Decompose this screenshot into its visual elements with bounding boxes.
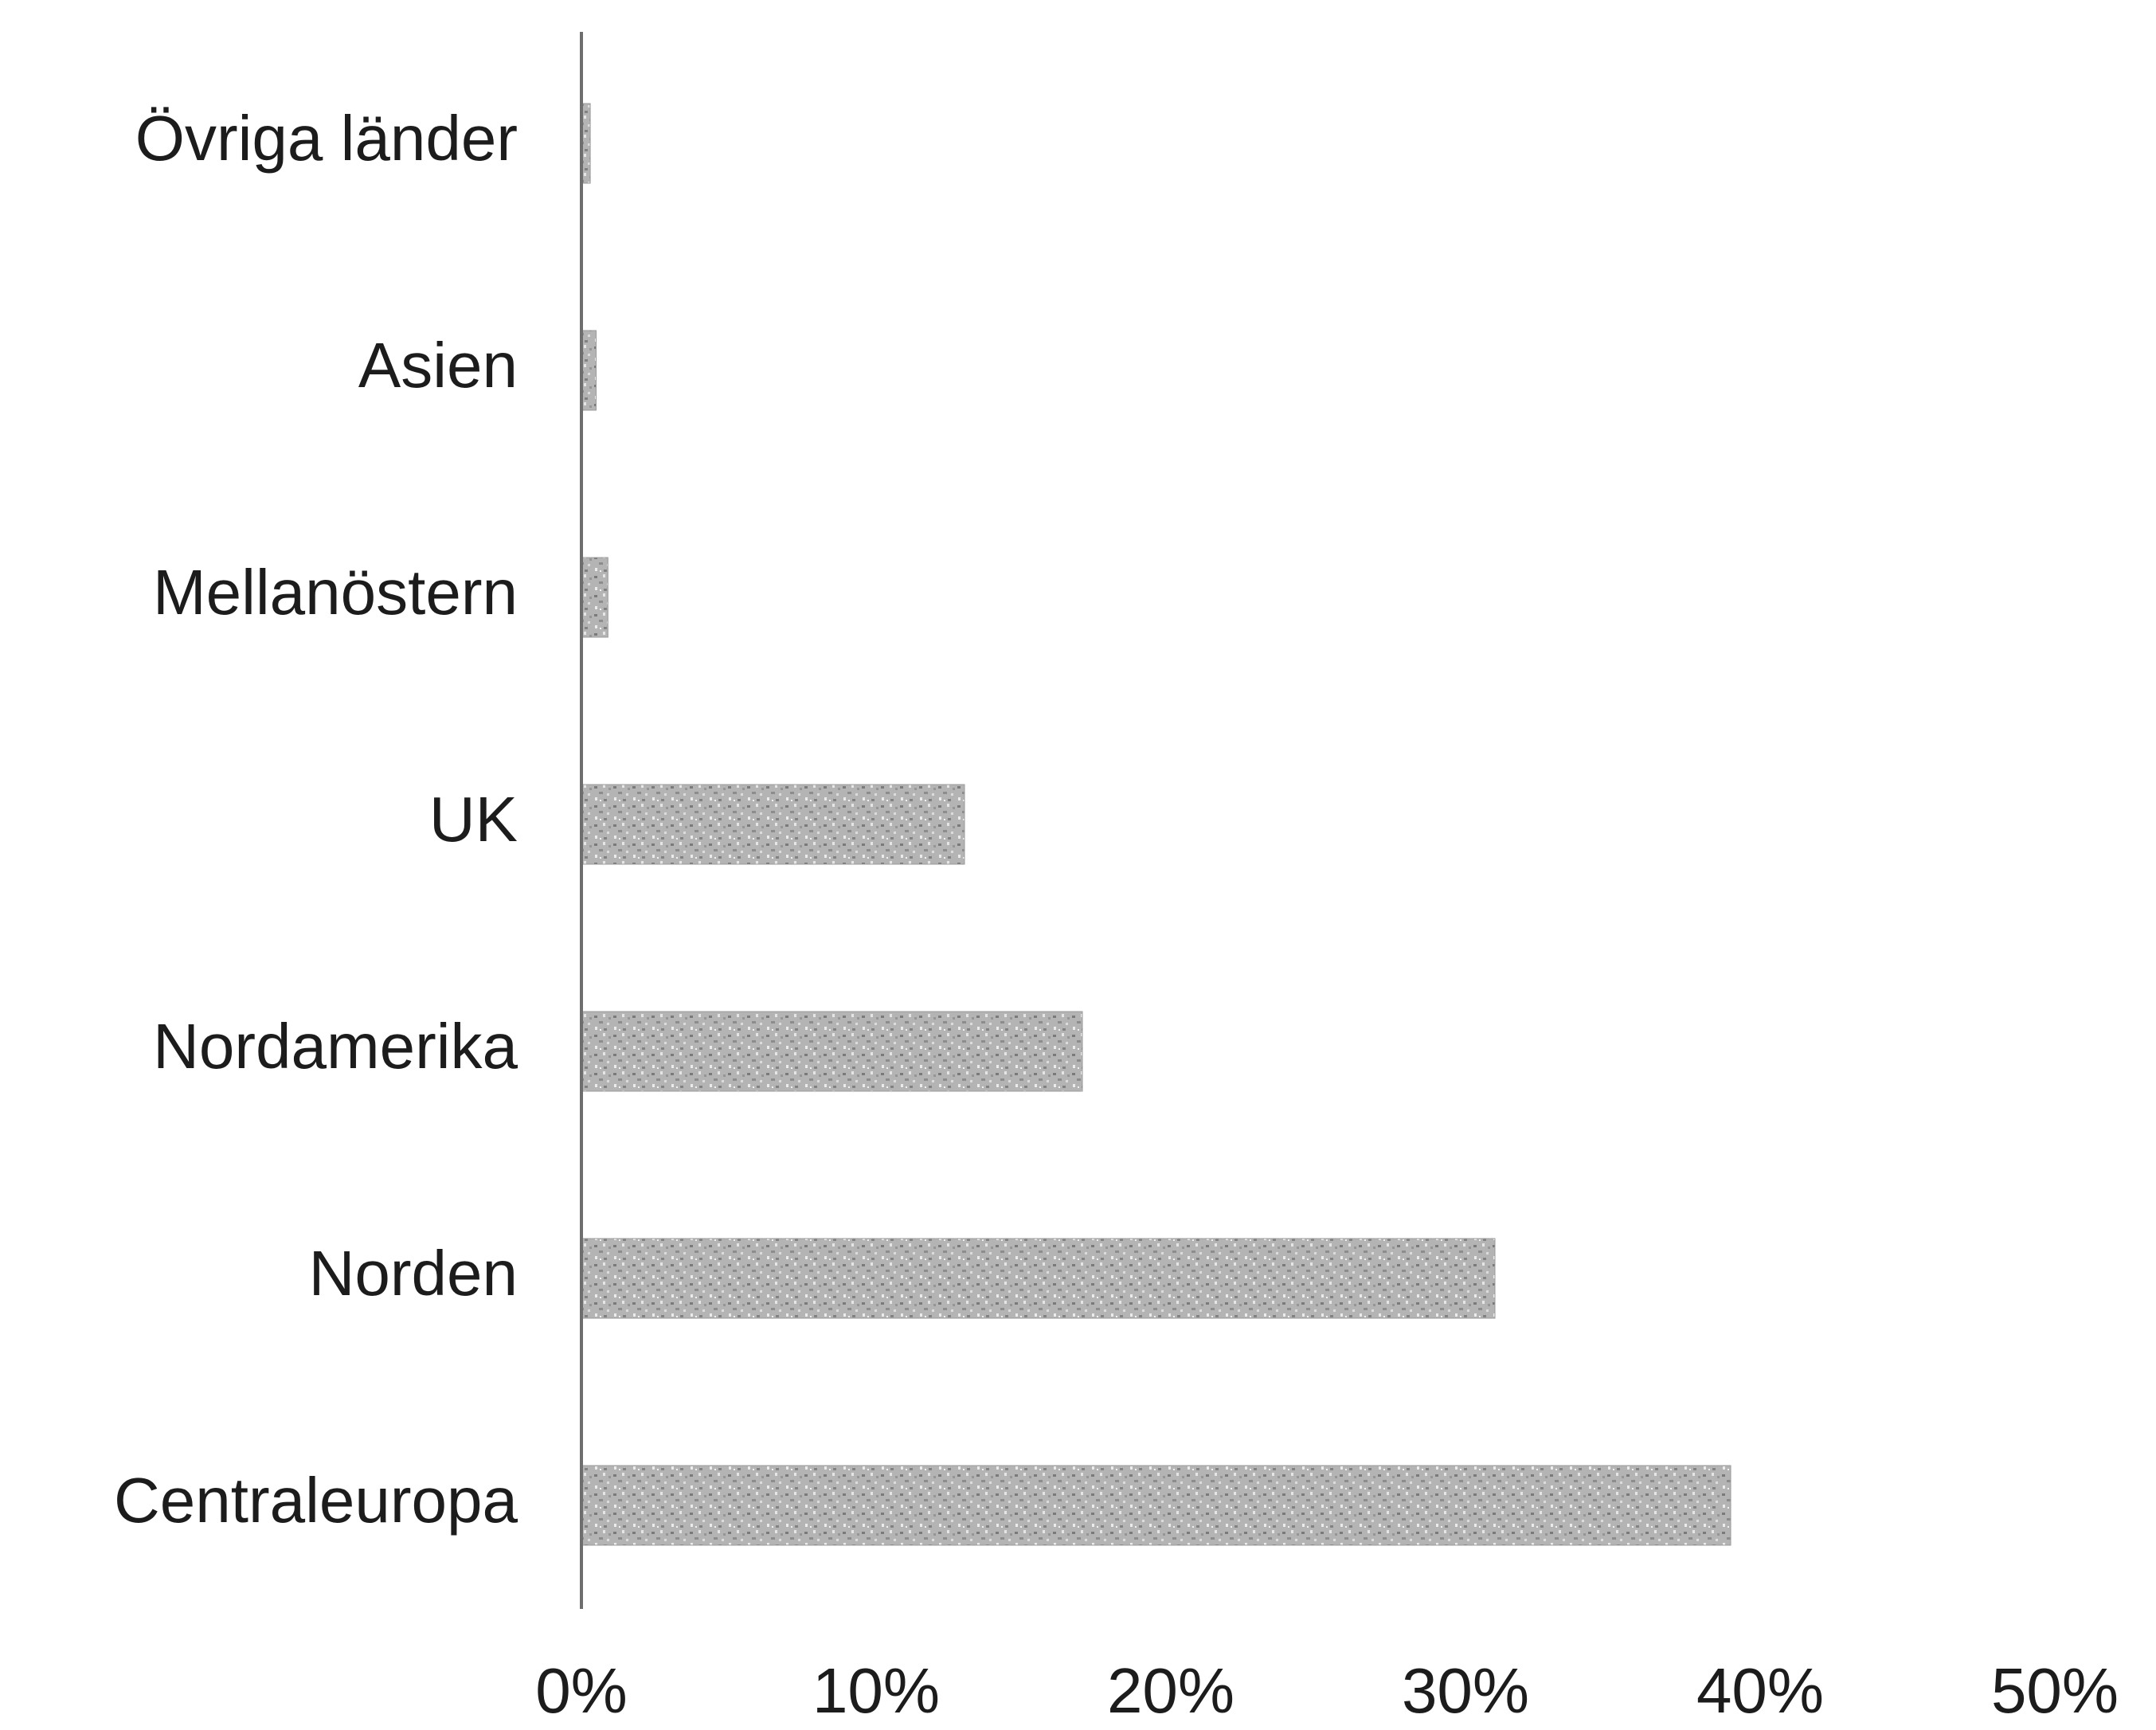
category-label-asien: Asien <box>358 330 518 401</box>
x-tick-label-30: 30% <box>1402 1655 1529 1726</box>
category-label-nordamerika: Nordamerika <box>153 1011 518 1082</box>
x-tick-label-10: 10% <box>812 1655 940 1726</box>
bar-norden <box>581 1238 1496 1319</box>
category-labels: Övriga länder Asien Mellanöstern UK Nordamer… <box>114 103 518 1536</box>
category-label-norden: Norden <box>309 1238 518 1309</box>
bar-mellanostern <box>581 557 608 638</box>
x-tick-label-40: 40% <box>1696 1655 1824 1726</box>
x-tick-labels: 0% 10% 20% 30% 40% 50% <box>535 1655 2119 1726</box>
x-tick-label-50: 50% <box>1991 1655 2119 1726</box>
bar-nordamerika <box>581 1011 1083 1092</box>
bar-asien <box>581 330 597 411</box>
x-tick-label-0: 0% <box>535 1655 628 1726</box>
bar-centraleuropa <box>581 1465 1731 1546</box>
category-label-centraleuropa: Centraleuropa <box>114 1465 518 1536</box>
bar-uk <box>581 784 965 865</box>
category-label-mellanostern: Mellanöstern <box>153 557 518 628</box>
bars-layer <box>581 103 1731 1546</box>
category-label-uk: UK <box>429 784 518 855</box>
category-label-ovriga-lander: Övriga länder <box>135 103 518 174</box>
x-tick-label-20: 20% <box>1107 1655 1235 1726</box>
